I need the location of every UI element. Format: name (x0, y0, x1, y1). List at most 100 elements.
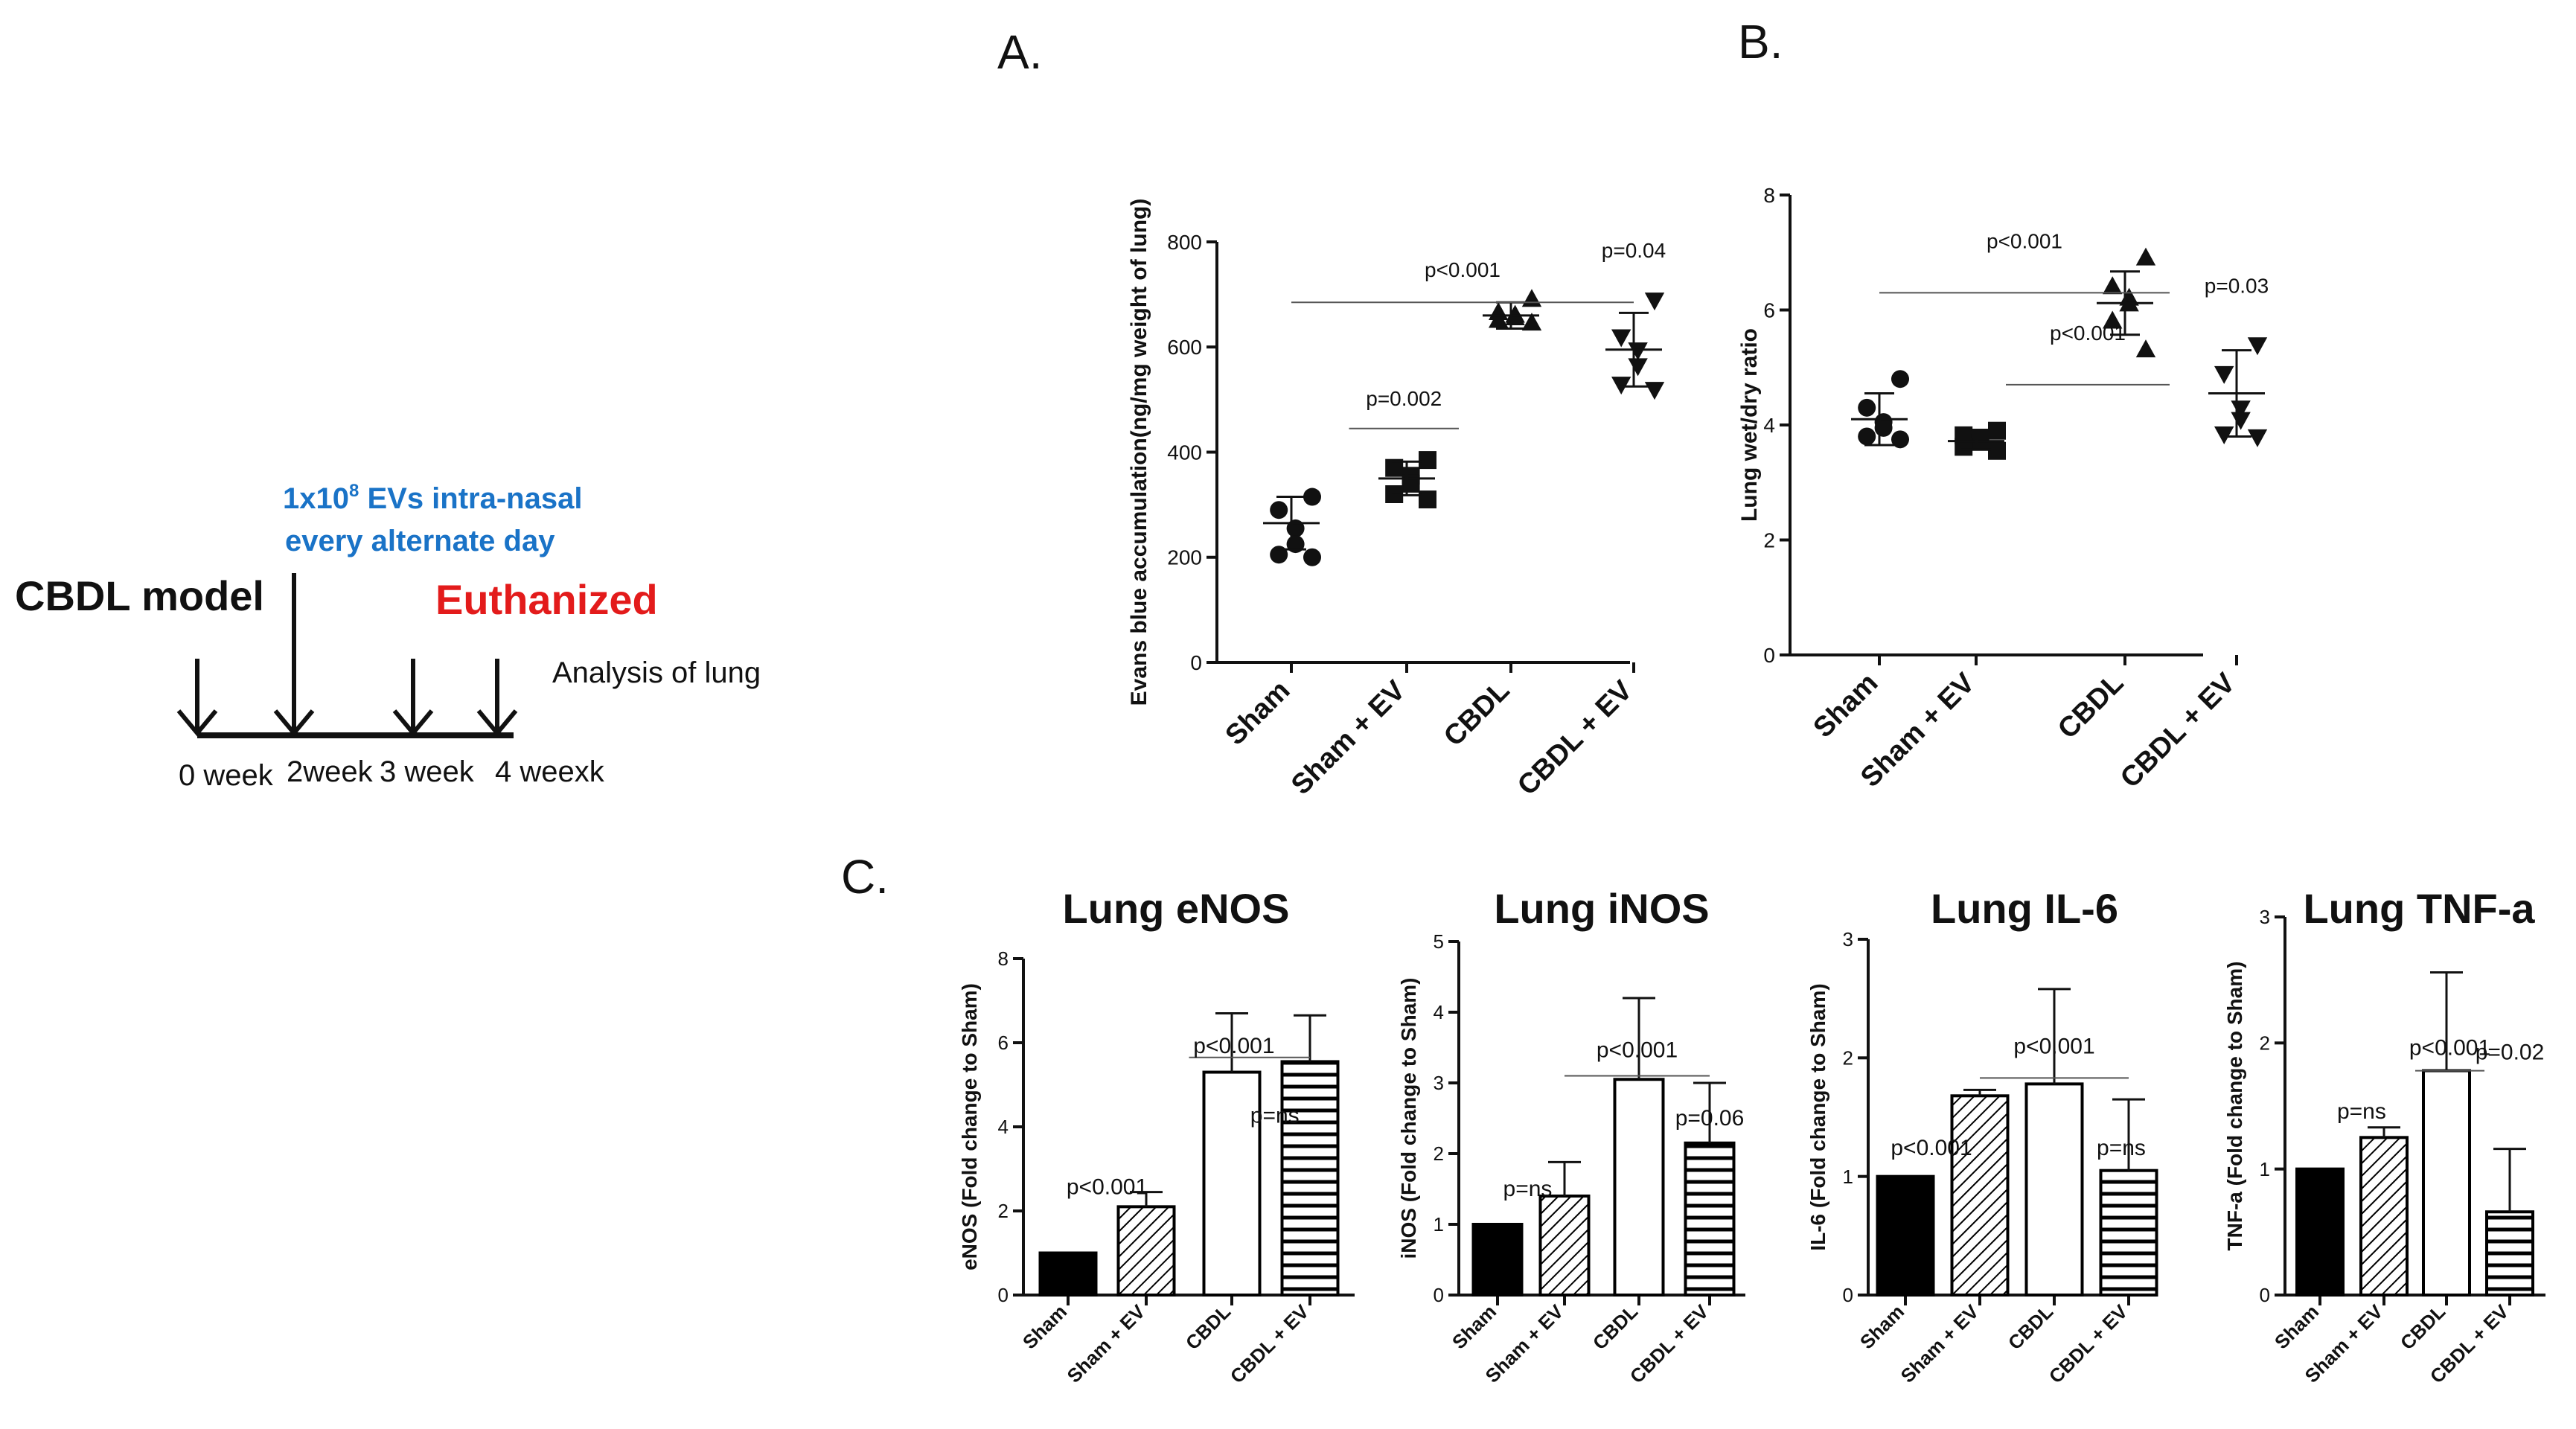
p-value-label: p<0.001 (1597, 1038, 1678, 1063)
data-point (1874, 418, 1893, 437)
data-point (1891, 370, 1909, 389)
y-tick-label: 200 (1167, 546, 1202, 569)
ev-dosing-line1: 1x108 EVs intra-nasal (283, 481, 582, 515)
data-point (2103, 276, 2123, 295)
chart-title: Lung iNOS (1494, 885, 1709, 932)
bar (2099, 1169, 2158, 1297)
timeline-diagram: 1x108 EVs intra-nasal every alternate da… (15, 481, 761, 792)
y-tick-label: 600 (1167, 336, 1202, 359)
data-point (1303, 487, 1321, 506)
y-tick-label: 0 (2260, 1284, 2270, 1306)
data-point (1303, 548, 1321, 566)
timeline-arrow-2 (273, 573, 315, 737)
p-value-label: p<0.001 (2013, 1034, 2094, 1058)
data-point (2103, 310, 2123, 329)
week-label-4: 4 weexk (495, 755, 605, 788)
bar (1038, 1251, 1098, 1297)
data-point (1419, 451, 1436, 470)
panel-label-c: C. (841, 850, 889, 904)
timeline-arrow-0 (176, 659, 218, 737)
x-tick-label: CBDL + EV (2115, 667, 2242, 794)
p-value-label: p=ns (1250, 1103, 1300, 1128)
data-point (1270, 501, 1288, 520)
y-tick-label: 2 (998, 1200, 1009, 1222)
panel-label-a: A. (997, 25, 1042, 79)
week-label-2: 2week (287, 755, 374, 788)
y-axis-label: Evans blue accumulation(ng/mg weight of … (1127, 199, 1151, 706)
y-tick-label: 6 (1763, 298, 1775, 322)
x-tick-label: Sham (2270, 1300, 2323, 1353)
data-point (1628, 358, 1648, 377)
week-label-3: 3 week (380, 755, 475, 788)
data-point (1611, 329, 1631, 348)
p-value-label: p=ns (1503, 1177, 1553, 1201)
y-tick-label: 8 (998, 947, 1009, 970)
x-tick-label: CBDL (1588, 1300, 1642, 1354)
p-value-label: p=ns (2337, 1099, 2386, 1124)
chart-title: Lung eNOS (1063, 885, 1290, 932)
y-tick-label: 0 (998, 1284, 1009, 1306)
y-tick-label: 0 (1434, 1284, 1444, 1306)
data-point (1988, 441, 2006, 460)
y-axis-label: Lung wet/dry ratio (1737, 328, 1762, 522)
p-value-label: p=0.06 (1675, 1106, 1745, 1131)
euthanized-label: Euthanized (435, 576, 658, 623)
y-tick-label: 0 (1843, 1284, 1853, 1306)
y-axis-label: iNOS (Fold change to Sham) (1397, 977, 1420, 1259)
y-tick-label: 2 (2260, 1032, 2270, 1054)
x-tick-label: CBDL + EV (1226, 1300, 1314, 1388)
bar (1684, 1141, 1736, 1297)
x-tick-label: CBDL + EV (1512, 674, 1639, 802)
analysis-label: Analysis of lung (552, 656, 761, 689)
x-tick-label: Sham (1018, 1300, 1071, 1353)
x-tick-label: Sham (1219, 675, 1296, 752)
y-tick-label: 4 (998, 1116, 1009, 1138)
x-tick-label: CBDL + EV (2045, 1300, 2132, 1388)
p-value-label: p<0.001 (1987, 229, 2062, 252)
bar (2359, 1136, 2409, 1297)
y-tick-label: 400 (1167, 441, 1202, 464)
data-point (1644, 292, 1665, 311)
p-value-label: p=0.002 (1366, 387, 1442, 410)
p-value-label: p<0.001 (1425, 258, 1500, 281)
data-point (1891, 430, 1909, 449)
bar (1876, 1174, 1935, 1297)
data-point (2135, 339, 2156, 358)
data-point (1644, 382, 1665, 400)
data-point (2135, 247, 2156, 266)
bar (1471, 1223, 1524, 1297)
p-value-label: p<0.001 (1193, 1034, 1274, 1058)
y-tick-label: 8 (1763, 184, 1775, 207)
x-tick-label: Sham + EV (1896, 1300, 1983, 1387)
chart-title: Lung TNF-a (2303, 885, 2535, 932)
data-point (1858, 398, 1876, 417)
bar (1202, 1070, 1262, 1297)
y-axis-label: IL-6 (Fold change to Sham) (1806, 983, 1829, 1250)
panel-label-b: B. (1738, 15, 1783, 68)
bar (2422, 1069, 2471, 1297)
bar (1613, 1078, 1665, 1297)
bar (2295, 1167, 2345, 1297)
p-value-label: p<0.001 (2409, 1035, 2490, 1060)
y-tick-label: 3 (1843, 928, 1853, 950)
y-tick-label: 4 (1763, 414, 1775, 437)
chart-a: 0 200 400 600 800 Evans blue accumulation(ng/… (1127, 199, 1666, 802)
week-label-0: 0 week (179, 759, 274, 792)
charts-layer: 0 200 400 600 8 0 0 Evans blue accumulation(ng/… (958, 184, 2545, 1388)
data-point (1521, 313, 1542, 331)
timeline-arrow-4 (476, 659, 518, 737)
y-tick-label: 5 (1434, 930, 1444, 953)
y-tick-label: 2 (1763, 528, 1775, 552)
y-tick-label: 2 (1843, 1046, 1853, 1069)
data-point (1521, 289, 1542, 307)
p-value-label: p<0.001 (1067, 1174, 1148, 1199)
x-tick-label: CBDL (1181, 1300, 1235, 1354)
model-label: CBDL model (15, 572, 264, 619)
data-point (1628, 342, 1648, 361)
p-value-label: p=0.04 (1602, 239, 1666, 262)
y-tick-label: 2 (1434, 1142, 1444, 1165)
